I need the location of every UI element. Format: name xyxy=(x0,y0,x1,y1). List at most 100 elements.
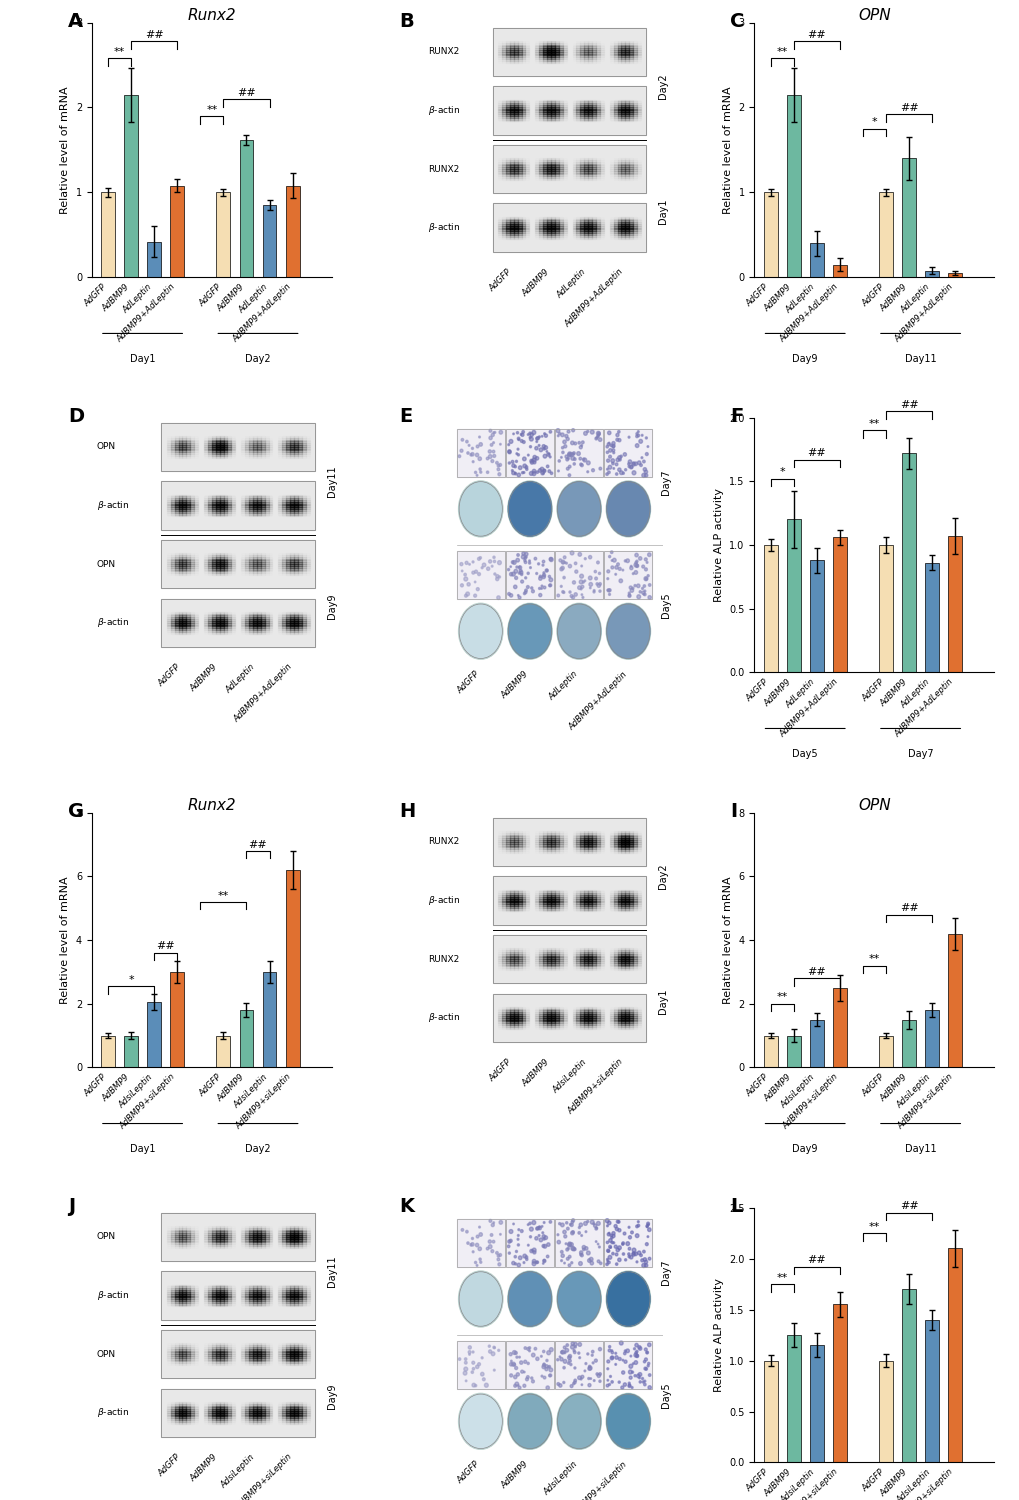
Bar xyxy=(554,890,558,891)
Bar xyxy=(554,1007,558,1008)
Bar xyxy=(216,1420,219,1422)
Bar xyxy=(576,1007,580,1008)
Bar xyxy=(637,99,640,102)
Bar xyxy=(161,482,315,530)
Circle shape xyxy=(467,452,469,454)
Bar xyxy=(501,230,505,231)
Bar xyxy=(208,1290,212,1292)
Bar xyxy=(562,56,566,57)
Bar xyxy=(208,1292,212,1293)
Bar xyxy=(282,1356,286,1358)
Bar xyxy=(219,453,223,454)
Bar xyxy=(264,1413,268,1414)
Bar xyxy=(595,834,599,837)
Bar xyxy=(302,495,306,496)
Bar xyxy=(306,454,310,456)
Circle shape xyxy=(606,1250,609,1252)
Bar xyxy=(264,1353,268,1354)
Bar xyxy=(580,230,584,231)
Bar xyxy=(191,1412,194,1413)
Bar xyxy=(591,891,595,894)
Ellipse shape xyxy=(459,482,501,536)
Bar xyxy=(186,1305,191,1306)
Circle shape xyxy=(624,1350,626,1352)
Bar xyxy=(289,498,293,500)
Bar xyxy=(510,839,514,840)
Bar xyxy=(510,166,514,170)
Bar xyxy=(261,504,264,506)
Circle shape xyxy=(562,1230,566,1234)
Circle shape xyxy=(468,1350,471,1353)
Bar xyxy=(613,104,616,105)
Bar xyxy=(286,1406,289,1407)
Bar xyxy=(293,627,298,628)
Bar xyxy=(178,558,182,561)
Bar xyxy=(219,1407,223,1408)
Bar xyxy=(576,56,580,57)
Bar xyxy=(558,160,562,162)
Bar xyxy=(609,53,613,54)
Text: **: ** xyxy=(868,1222,879,1232)
Bar xyxy=(268,498,272,500)
Bar xyxy=(599,54,603,55)
Bar xyxy=(286,618,289,620)
Bar xyxy=(629,897,633,898)
Bar xyxy=(542,171,546,172)
Bar xyxy=(231,438,235,440)
Bar xyxy=(625,116,629,117)
Circle shape xyxy=(481,567,483,568)
Bar xyxy=(219,1299,223,1300)
Bar xyxy=(216,450,219,453)
Bar xyxy=(249,1414,253,1416)
Circle shape xyxy=(635,1354,638,1358)
Bar xyxy=(245,1412,249,1413)
Bar xyxy=(174,1350,178,1353)
Bar xyxy=(257,514,261,516)
Bar xyxy=(542,162,546,164)
Bar xyxy=(178,1290,182,1292)
Bar xyxy=(521,220,525,222)
Bar xyxy=(208,630,212,632)
Bar xyxy=(289,627,293,628)
Bar xyxy=(212,514,216,516)
Bar xyxy=(613,1019,616,1020)
Circle shape xyxy=(539,1238,542,1242)
Bar xyxy=(253,624,257,627)
Bar xyxy=(609,178,613,180)
Bar xyxy=(240,1346,245,1347)
Bar xyxy=(282,620,286,621)
Bar xyxy=(629,890,633,891)
Circle shape xyxy=(578,441,580,444)
Bar xyxy=(535,897,539,898)
Bar xyxy=(204,1284,208,1287)
Bar xyxy=(535,231,539,232)
Bar xyxy=(302,436,306,438)
Bar xyxy=(525,962,529,963)
Bar xyxy=(558,236,562,237)
Bar xyxy=(584,48,588,50)
Bar xyxy=(525,219,529,220)
Bar xyxy=(249,1358,253,1359)
Bar xyxy=(625,158,629,160)
Bar xyxy=(572,219,576,220)
Bar xyxy=(501,117,505,120)
Bar xyxy=(505,170,510,171)
Text: ##: ## xyxy=(807,1256,825,1266)
Bar xyxy=(170,1408,174,1412)
Bar xyxy=(293,554,298,555)
Bar xyxy=(208,1359,212,1362)
Circle shape xyxy=(647,1362,649,1365)
Bar xyxy=(497,226,501,228)
Circle shape xyxy=(573,1382,576,1384)
Bar xyxy=(588,116,591,117)
Bar xyxy=(546,165,550,166)
Bar xyxy=(302,1233,306,1234)
Bar xyxy=(216,624,219,627)
Text: Day11: Day11 xyxy=(904,1144,935,1154)
Bar xyxy=(170,1226,174,1228)
Bar xyxy=(595,898,599,900)
Bar xyxy=(253,1299,257,1300)
Bar xyxy=(302,1356,306,1358)
Bar xyxy=(282,498,286,500)
Bar xyxy=(182,1230,186,1232)
